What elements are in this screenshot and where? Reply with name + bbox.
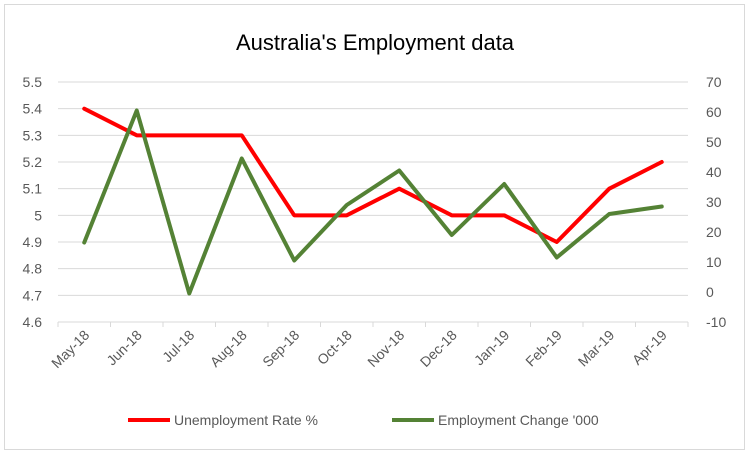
chart-title: Australia's Employment data: [236, 30, 515, 55]
x-tick-label: Dec-18: [417, 327, 460, 370]
left-tick-label: 5.2: [23, 154, 43, 170]
left-tick-label: 4.6: [23, 314, 43, 330]
left-tick-label: 4.8: [23, 261, 43, 277]
left-tick-label: 5.3: [23, 127, 43, 143]
right-tick-label: 10: [706, 254, 722, 270]
chart-frame: [4, 4, 745, 450]
legend-label: Employment Change '000: [438, 412, 599, 428]
x-axis-ticks: May-18 Jun-18 Jul-18 Aug-18 Sep-18 Oct-18 Nov-…: [48, 322, 689, 371]
legend-label: Unemployment Rate %: [174, 412, 318, 428]
x-tick-label: Jan-19: [471, 327, 513, 369]
x-tick-label: Oct-18: [314, 327, 355, 368]
series-line-1: [82, 106, 664, 244]
left-axis-ticks: 5.5 5.4 5.3 5.2 5.1 5 4.9 4.8 4.7 4.6: [23, 74, 43, 330]
right-tick-label: 70: [706, 74, 722, 90]
right-tick-label: 50: [706, 134, 722, 150]
right-tick-label: 0: [706, 284, 714, 300]
x-tick-label: Nov-18: [364, 327, 407, 370]
series-lines: [82, 106, 664, 296]
left-tick-label: 5.5: [23, 74, 43, 90]
left-tick-label: 5.1: [23, 181, 43, 197]
left-tick-label: 5: [34, 207, 42, 223]
right-tick-label: 40: [706, 164, 722, 180]
left-tick-label: 4.7: [23, 287, 43, 303]
left-tick-label: 4.9: [23, 234, 43, 250]
x-tick-label: Jun-18: [103, 327, 145, 369]
x-tick-label: May-18: [48, 327, 92, 371]
right-tick-label: 20: [706, 224, 722, 240]
series-line-2: [82, 108, 664, 296]
right-tick-label: 30: [706, 194, 722, 210]
x-tick-label: Jul-18: [159, 327, 197, 365]
right-tick-label: 60: [706, 104, 722, 120]
right-axis-ticks: 70 60 50 40 30 20 10 0 -10: [706, 74, 726, 330]
x-tick-label: Apr-19: [629, 327, 670, 368]
right-tick-label: -10: [706, 314, 726, 330]
x-tick-label: Aug-18: [207, 327, 250, 370]
left-tick-label: 5.4: [23, 101, 43, 117]
x-tick-label: Sep-18: [259, 327, 302, 370]
legend: Unemployment Rate % Employment Change '00…: [128, 412, 599, 428]
x-tick-label: Feb-19: [522, 327, 565, 370]
x-tick-label: Mar-19: [575, 327, 618, 370]
